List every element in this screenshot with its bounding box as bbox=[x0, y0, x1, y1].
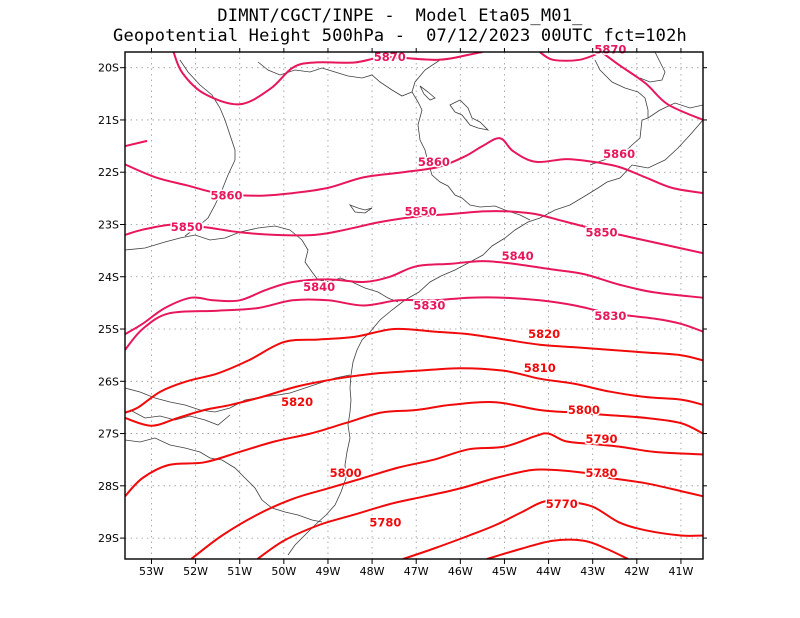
contour-5800 bbox=[125, 401, 703, 497]
contour-label: 5860 bbox=[603, 147, 635, 161]
x-tick-label: 46W bbox=[448, 565, 473, 578]
x-tick-label: 50W bbox=[271, 565, 296, 578]
contour-label: 5850 bbox=[586, 225, 618, 239]
x-tick-label: 42W bbox=[624, 565, 649, 578]
y-tick-label: 29S bbox=[98, 532, 119, 545]
state-border bbox=[589, 102, 703, 166]
state-border bbox=[289, 229, 399, 303]
y-tick-label: 21S bbox=[98, 114, 119, 127]
contour-label: 5820 bbox=[528, 327, 560, 341]
x-tick-label: 44W bbox=[536, 565, 561, 578]
plot-frame bbox=[124, 51, 704, 560]
state-border bbox=[125, 437, 323, 523]
y-tick-label: 22S bbox=[98, 166, 119, 179]
contour-5770 bbox=[402, 499, 703, 559]
map-title-line-2: Geopotential Height 500hPa - 07/12/2023 … bbox=[113, 26, 687, 46]
contour-label: 5820 bbox=[281, 395, 313, 409]
contour-5810 bbox=[125, 367, 703, 427]
x-tick-label: 48W bbox=[360, 565, 385, 578]
contour-label: 5790 bbox=[586, 432, 618, 446]
contour-label: 5870 bbox=[374, 50, 406, 64]
state-border bbox=[179, 59, 236, 160]
y-tick-label: 24S bbox=[98, 271, 119, 284]
y-tick-label: 23S bbox=[98, 218, 119, 231]
x-tick-label: 51W bbox=[227, 565, 252, 578]
reservoir bbox=[348, 204, 373, 214]
contour-label: 5800 bbox=[330, 466, 362, 480]
contour-label: 5870 bbox=[594, 42, 626, 56]
map-title-line-1: DIMNT/CGCT/INPE - Model Eta05_M01_ bbox=[217, 6, 583, 26]
contour-5830 bbox=[125, 296, 703, 351]
y-tick-label: 28S bbox=[98, 480, 119, 493]
contour-labels: 5870 5870 5860 5860 5860 5850 5850 5850 5840 5840… bbox=[169, 41, 636, 531]
x-tick-label: 52W bbox=[183, 565, 208, 578]
state-border bbox=[184, 159, 236, 237]
contour-label: 5860 bbox=[210, 189, 242, 203]
contour-5820 bbox=[125, 327, 703, 414]
x-tick-label: 41W bbox=[669, 565, 694, 578]
contour-5860 bbox=[125, 139, 148, 148]
contour-label: 5830 bbox=[413, 299, 445, 313]
state-border bbox=[411, 59, 531, 221]
contour-5780 bbox=[256, 468, 703, 559]
contour-5840 bbox=[125, 260, 703, 336]
contour-label: 5800 bbox=[568, 403, 600, 417]
contour-label: 5850 bbox=[405, 204, 437, 218]
x-tick-label: 45W bbox=[492, 565, 517, 578]
state-border bbox=[129, 409, 231, 426]
y-tick-label: 26S bbox=[98, 375, 119, 388]
contour-label: 5780 bbox=[369, 515, 401, 529]
reservoir bbox=[419, 85, 436, 101]
political-borders bbox=[125, 52, 703, 556]
y-tick-label: 25S bbox=[98, 323, 119, 336]
contour-label: 5850 bbox=[171, 220, 203, 234]
reservoir bbox=[449, 99, 490, 131]
contour-5870 bbox=[600, 52, 703, 121]
y-tick-label: 20S bbox=[98, 62, 119, 75]
x-tick-label: 49W bbox=[316, 565, 341, 578]
contour-label: 5780 bbox=[586, 466, 618, 480]
contour-label: 5830 bbox=[594, 309, 626, 323]
x-tick-label: 47W bbox=[404, 565, 429, 578]
axis-ticks: 53W 52W 51W 50W 49W 48W 47W 46W 45W 44W 43W 42W 41W 2… bbox=[98, 48, 707, 578]
state-border bbox=[125, 225, 291, 251]
x-tick-label: 43W bbox=[580, 565, 605, 578]
contour-5870 bbox=[172, 52, 483, 106]
state-border bbox=[594, 59, 649, 118]
y-tick-label: 27S bbox=[98, 428, 119, 441]
contour-label: 5840 bbox=[303, 280, 335, 294]
contour-lines bbox=[125, 52, 703, 559]
contour-5790 bbox=[190, 432, 703, 559]
state-border bbox=[639, 52, 666, 83]
coastline bbox=[287, 119, 703, 556]
contour-5860 bbox=[125, 137, 703, 197]
contour-label: 5860 bbox=[418, 155, 450, 169]
x-tick-label: 53W bbox=[139, 565, 164, 578]
state-border bbox=[257, 61, 413, 97]
contour-label: 5770 bbox=[546, 497, 578, 511]
contour-5850 bbox=[125, 210, 703, 255]
contour-label: 5810 bbox=[524, 361, 556, 375]
contour-5870 bbox=[539, 52, 602, 62]
contour-5760 bbox=[486, 538, 629, 559]
contour-label: 5840 bbox=[502, 249, 534, 263]
